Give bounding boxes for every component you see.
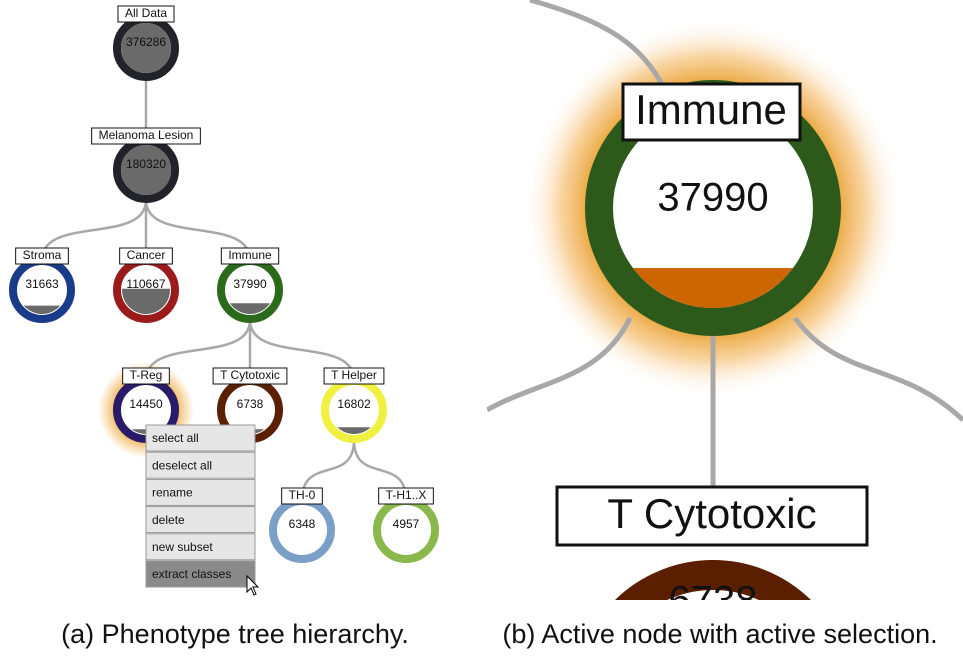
node-count: 31663 (25, 277, 59, 291)
node-label: T-H1..X (386, 488, 427, 502)
edge (792, 316, 963, 422)
edge (529, 0, 668, 92)
menu-item-bg[interactable] (145, 533, 256, 561)
menu-item-bg[interactable] (145, 451, 256, 479)
node-label-box (281, 487, 323, 505)
node-label: Immune (228, 248, 272, 262)
node-label-box (220, 247, 280, 265)
edge (487, 316, 633, 413)
caption: (a) Phenotype tree hierarchy. (61, 619, 409, 649)
caption: (b) Active node with active selection. (502, 619, 937, 649)
node-count: 6738 (237, 397, 264, 411)
node-label: T Helper (331, 368, 377, 382)
edge (300, 439, 356, 501)
node-label: All Data (125, 6, 167, 20)
edge (144, 199, 252, 261)
node-label: Melanoma Lesion (99, 128, 194, 142)
node-label: T Cytotoxic (607, 490, 816, 537)
node-label: Stroma (23, 248, 62, 262)
menu-item-bg[interactable] (145, 560, 256, 588)
node-label-box (15, 247, 69, 265)
menu-item[interactable]: select all (152, 431, 199, 445)
node-label-box (117, 5, 175, 23)
node-label-box (323, 367, 385, 385)
node-ring (615, 560, 811, 600)
menu-item-bg[interactable] (145, 506, 256, 534)
node-label-box (122, 367, 170, 385)
selection-fill (121, 23, 171, 73)
node-label: TH-0 (289, 488, 316, 502)
selection-fill (337, 427, 371, 434)
node-count: 6348 (289, 517, 316, 531)
node-label-box (555, 485, 869, 547)
menu-item[interactable]: extract classes (152, 567, 231, 581)
node-count: 14450 (129, 397, 163, 411)
selection-fill (122, 288, 171, 314)
cursor (246, 574, 260, 596)
menu-item-bg[interactable] (145, 478, 256, 506)
node-count: 180320 (126, 157, 166, 171)
menu-item[interactable]: rename (152, 486, 193, 500)
menu-item-bg[interactable] (145, 424, 256, 452)
menu-item[interactable]: delete (152, 513, 185, 527)
panel-a: 376286 All Data 180320 Melanoma Lesion 31663… (9, 5, 439, 596)
node-count: 37990 (657, 176, 768, 220)
node-label: T-Reg (130, 368, 163, 382)
node-count: 4957 (393, 517, 420, 531)
node-count: 6738 (669, 579, 758, 623)
node-count: 110667 (126, 277, 165, 291)
node-label-box (119, 247, 173, 265)
node-count: 16802 (337, 397, 371, 411)
selection-fill (229, 303, 271, 314)
node-label-box (621, 82, 802, 142)
selection-fill (121, 145, 171, 195)
node-label-box (378, 487, 434, 505)
menu-item[interactable]: deselect all (152, 458, 212, 472)
node-label-box (212, 367, 288, 385)
edge (352, 439, 408, 501)
node-count: 376286 (126, 35, 166, 49)
selection-fill (23, 305, 61, 314)
node-label: Cancer (127, 248, 166, 262)
selection-fill (633, 268, 793, 308)
menu-item[interactable]: new subset (152, 540, 213, 554)
node-label: Immune (635, 86, 787, 133)
edge (40, 199, 148, 261)
panel-b: 37990 Immune 6738 T Cytotoxic (487, 0, 963, 623)
node-label-box (91, 127, 201, 145)
node-count: 37990 (233, 277, 267, 291)
edge (248, 319, 356, 381)
node-label: T Cytotoxic (220, 368, 280, 382)
